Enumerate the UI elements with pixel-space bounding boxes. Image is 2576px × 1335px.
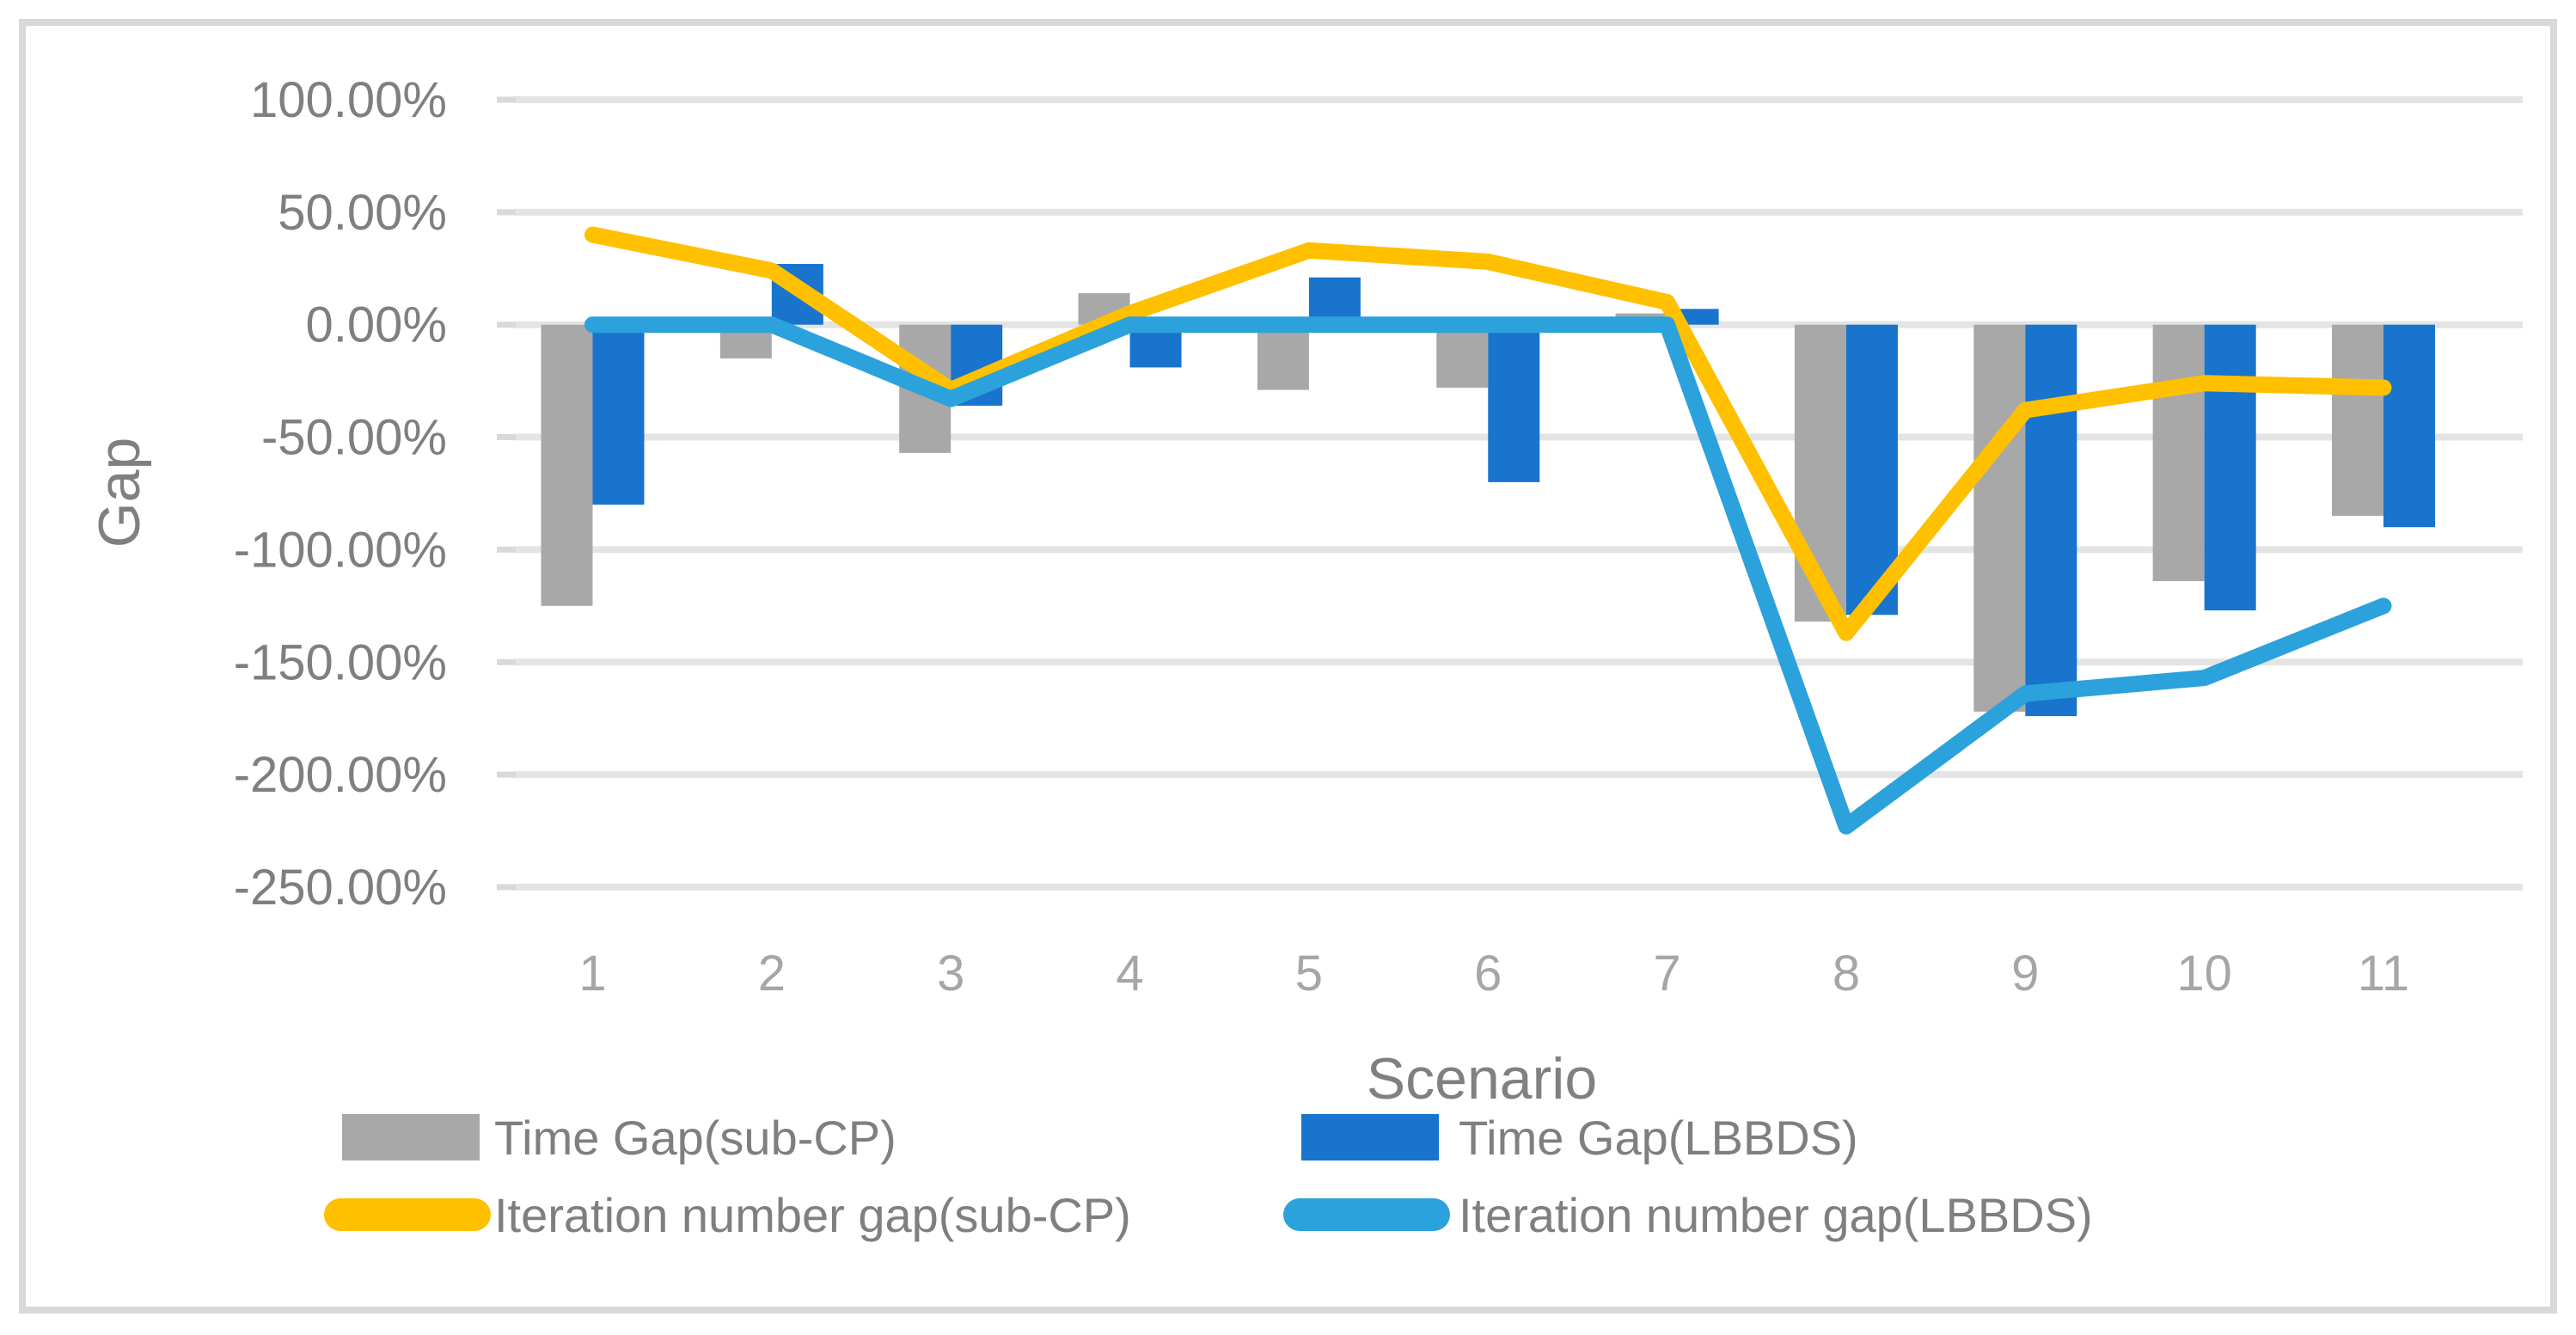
figure-border	[19, 19, 2557, 1314]
y-axis-tick-label: 0.00%	[306, 297, 447, 353]
y-axis-tick-label: 100.00%	[250, 72, 447, 128]
bar-time-gap-lbbds-scenario-1	[592, 324, 645, 505]
y-axis-tick-label: -100.00%	[234, 522, 447, 578]
y-axis-title: Gap	[87, 438, 152, 548]
y-axis-tick-label: 50.00%	[278, 185, 447, 241]
legend-swatch-time-gap-lbbds	[1301, 1114, 1439, 1160]
x-axis-category-label: 1	[578, 946, 606, 1001]
legend-label-iteration-number-gap-lbbds: Iteration number gap(LBBDS)	[1459, 1188, 2093, 1242]
x-axis-title: Scenario	[1367, 1046, 1597, 1111]
bar-time-gap-sub-cp-scenario-9	[1973, 324, 2026, 712]
bar-time-gap-lbbds-scenario-11	[2383, 324, 2435, 528]
y-axis-tick-label: -250.00%	[234, 860, 447, 916]
x-axis-category-label: 4	[1116, 946, 1143, 1001]
legend-label-time-gap-lbbds: Time Gap(LBBDS)	[1459, 1111, 1858, 1165]
line-iteration-number-gap-lbbds	[584, 316, 2392, 835]
x-axis-category-label: 8	[1833, 946, 1860, 1001]
x-axis-category-label: 3	[937, 946, 964, 1001]
x-axis-category-label: 11	[2358, 946, 2409, 1001]
x-axis-category-label: 9	[2011, 946, 2039, 1001]
legend-swatch-time-gap-sub-cp	[342, 1114, 480, 1160]
x-axis-category-label: 10	[2176, 946, 2232, 1001]
y-axis-tick-label: -200.00%	[234, 747, 447, 803]
legend-label-iteration-number-gap-sub-cp: Iteration number gap(sub-CP)	[494, 1188, 1131, 1242]
line-iteration-number-gap-sub-cp	[584, 226, 2392, 641]
bar-time-gap-sub-cp-scenario-5	[1257, 324, 1309, 390]
x-axis-category-label: 6	[1474, 946, 1502, 1001]
bar-time-gap-lbbds-scenario-9	[2025, 324, 2077, 717]
x-axis-category-label: 7	[1653, 946, 1680, 1001]
bar-time-gap-sub-cp-scenario-11	[2332, 324, 2383, 517]
bar-time-gap-sub-cp-scenario-1	[541, 324, 593, 606]
y-axis-tick-label: -50.00%	[261, 410, 447, 466]
bar-time-gap-sub-cp-scenario-6	[1436, 324, 1489, 388]
x-axis-category-label: 2	[758, 946, 786, 1001]
bar-time-gap-lbbds-scenario-6	[1488, 324, 1540, 482]
bar-time-gap-lbbds-scenario-10	[2204, 324, 2256, 611]
x-axis-category-label: 5	[1295, 946, 1323, 1001]
y-axis-tick-label: -150.00%	[234, 634, 447, 690]
bar-time-gap-sub-cp-scenario-10	[2152, 324, 2205, 582]
legend-label-time-gap-sub-cp: Time Gap(sub-CP)	[494, 1111, 896, 1165]
